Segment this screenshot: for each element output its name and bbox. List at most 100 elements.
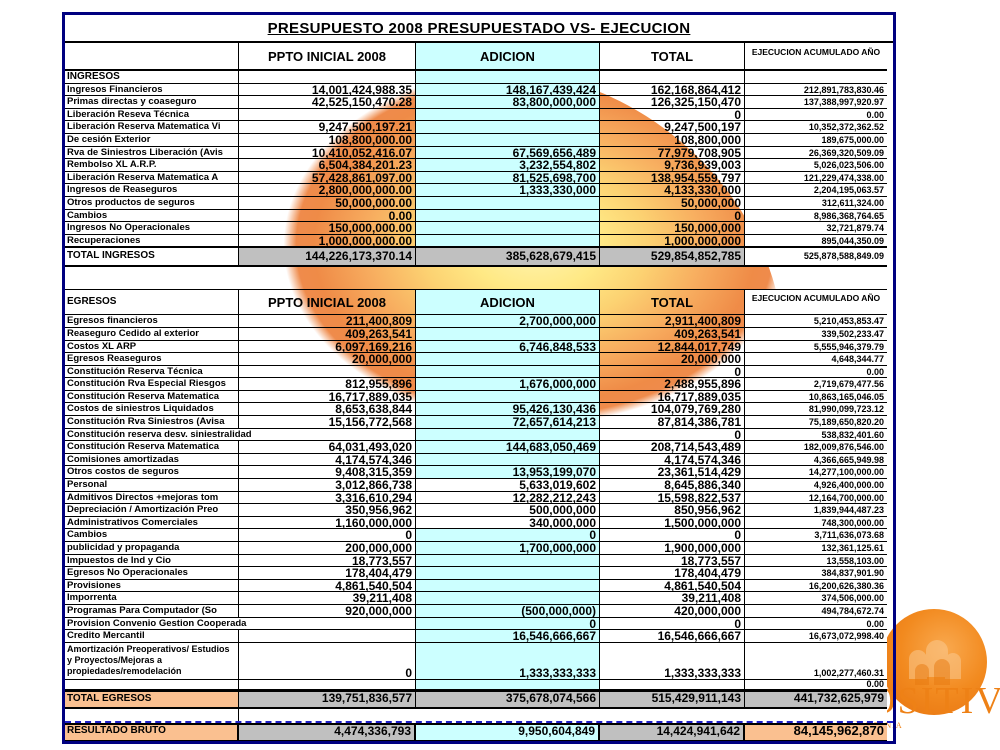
ppto-value: 10,410,052,416.07 <box>239 146 416 160</box>
row-label: Ingresos Financieros <box>65 83 239 97</box>
ppto-value: 42,525,150,470.28 <box>239 96 416 109</box>
total-value: 178,404,479 <box>600 567 745 580</box>
row-label: Reaseguro Cedido al exterior <box>65 327 239 341</box>
ppto-value: 1,160,000,000 <box>239 516 416 530</box>
ejecucion-value: 441,732,625,979 <box>745 689 887 709</box>
ppto-value: 3,012,866,738 <box>239 479 416 492</box>
ppto-value: 9,247,500,197.21 <box>239 121 416 134</box>
adicion-value: 500,000,000 <box>416 504 600 517</box>
row-label: Liberación Reserva Matematica Vi <box>65 121 239 134</box>
total-value: 150,000,000 <box>600 222 745 235</box>
table-row: Credito Mercantil 16,546,666,667 16,546,66… <box>65 630 893 643</box>
row-label: Egresos Reaseguros <box>65 353 239 366</box>
adicion-value: 0 <box>416 529 600 542</box>
ejecucion-value: 3,711,636,073.68 <box>745 529 887 542</box>
ppto-value: 16,717,889,035 <box>239 390 416 404</box>
adicion-value <box>416 679 600 690</box>
row-label: Personal <box>65 479 239 492</box>
ppto-value <box>239 267 416 289</box>
row-label: EGRESOS <box>65 289 239 316</box>
row-label: Constitución Reserva Matematica <box>65 390 239 404</box>
header-empty <box>65 43 239 71</box>
row-label: Costos XL ARP <box>65 340 239 354</box>
page-title: PRESUPUESTO 2008 PRESUPUESTADO VS- EJECU… <box>267 19 691 37</box>
ppto-value: 20,000,000 <box>239 353 416 366</box>
row-label: Constitución Rva Especial Riesgos <box>65 378 239 391</box>
row-label: Ingresos de Reaseguros <box>65 184 239 197</box>
row-label: Rva de Siniestros Liberación (Avis <box>65 146 239 160</box>
total-value: 208,714,543,489 <box>600 441 745 454</box>
ppto-value <box>239 71 416 84</box>
row-label: INGRESOS <box>65 71 239 84</box>
table-row: Provisiones 4,861,540,504 4,861,540,504 16,… <box>65 579 893 593</box>
adicion-value: 1,333,330,000 <box>416 184 600 197</box>
ejecucion-value: 312,611,324.00 <box>745 196 887 210</box>
ejecucion-value: 0.00 <box>745 365 887 379</box>
total-value <box>600 708 745 721</box>
adicion-value <box>416 353 600 366</box>
ejecucion-value: 895,044,350.09 <box>745 234 887 248</box>
total-value: 18,773,557 <box>600 554 745 568</box>
total-value <box>600 679 745 690</box>
ejecucion-value: 2,204,195,063.57 <box>745 184 887 197</box>
row-label: Constitución Rva Siniestros (Avisa <box>65 416 239 429</box>
adicion-value <box>416 579 600 593</box>
total-value: 1,500,000,000 <box>600 516 745 530</box>
row-label: Credito Mercantil <box>65 630 239 643</box>
adicion-value: 2,700,000,000 <box>416 315 600 328</box>
adicion-value <box>416 327 600 341</box>
header-ppto-inicial: PPTO INICIAL 2008 <box>239 43 416 71</box>
ejecucion-value: 189,675,000.00 <box>745 133 887 147</box>
ejecucion-value: 26,369,320,509.09 <box>745 146 887 160</box>
table-row <box>65 708 893 723</box>
ppto-value <box>239 679 416 690</box>
total-value: 4,133,330,000 <box>600 184 745 197</box>
total-value: 4,174,574,346 <box>600 453 745 467</box>
table-row: EGRESOS PPTO INICIAL 2008 ADICION TOTAL EJEC… <box>65 289 893 316</box>
row-label: Depreciación / Amortización Preo <box>65 504 239 517</box>
total-value: 39,211,408 <box>600 592 745 605</box>
ppto-value: 4,861,540,504 <box>239 579 416 593</box>
ejecucion-value: 4,366,665,949.98 <box>745 453 887 467</box>
row-label: Costos de siniestros Liquidados <box>65 403 239 417</box>
table-row: Otros productos de seguros 50,000,000.00 5… <box>65 196 893 210</box>
table-row: Administrativos Comerciales 1,160,000,000… <box>65 516 893 530</box>
table-row: Egresos No Operacionales 178,404,479 178,4… <box>65 567 893 580</box>
row-label: Primas directas y coaseguro <box>65 96 239 109</box>
adicion-value <box>416 390 600 404</box>
adicion-value: ADICION <box>416 289 600 316</box>
total-value: 50,000,000 <box>600 196 745 210</box>
row-label: Ingresos No Operacionales <box>65 222 239 235</box>
ppto-value: 15,156,772,568 <box>239 416 416 429</box>
row-label: Administrativos Comerciales <box>65 516 239 530</box>
row-label: Constitución Reserva Técnica <box>65 365 239 379</box>
total-value: 16,717,889,035 <box>600 390 745 404</box>
table-row: Impuestos de Ind y Cio 18,773,557 18,773,5… <box>65 554 893 568</box>
ppto-value: 2,800,000,000.00 <box>239 184 416 197</box>
row-label: Provisiones <box>65 579 239 593</box>
total-value: 15,598,822,537 <box>600 491 745 505</box>
ejecucion-value: 81,990,099,723.12 <box>745 403 887 417</box>
table-row: Constitución Reserva Matematica 16,717,88… <box>65 390 893 404</box>
table-row: Recuperaciones 1,000,000,000.00 1,000,000,… <box>65 234 893 248</box>
ejecucion-value: 14,277,100,000.00 <box>745 466 887 480</box>
table-row: Primas directas y coaseguro 42,525,150,47… <box>65 96 893 109</box>
row-label: Cambios <box>65 529 239 542</box>
row-label: Rembolso XL A.R.P. <box>65 159 239 172</box>
row-label: Otros productos de seguros <box>65 196 239 210</box>
ejecucion-value: 16,200,626,380.36 <box>745 579 887 593</box>
adicion-value: 12,282,212,243 <box>416 491 600 505</box>
total-value: 2,911,400,809 <box>600 315 745 328</box>
ejecucion-value: 16,673,072,998.40 <box>745 630 887 643</box>
adicion-value: 81,525,698,700 <box>416 171 600 185</box>
ppto-value <box>239 708 416 721</box>
ppto-value: 14,001,424,988.35 <box>239 83 416 97</box>
ejecucion-value: EJECUCION ACUMULADO AÑO <box>745 289 887 316</box>
table-row: TOTAL EGRESOS 139,751,836,577 375,678,074,… <box>65 689 893 709</box>
ppto-value: 6,504,384,201.23 <box>239 159 416 172</box>
table-title-row: PRESUPUESTO 2008 PRESUPUESTADO VS- EJECU… <box>65 15 893 43</box>
total-value: 138,954,559,797 <box>600 171 745 185</box>
row-label: Constitución reserva desv. siniestralida… <box>65 428 252 442</box>
ejecucion-value: 1,839,944,487.23 <box>745 504 887 517</box>
adicion-value: 144,683,050,469 <box>416 441 600 454</box>
